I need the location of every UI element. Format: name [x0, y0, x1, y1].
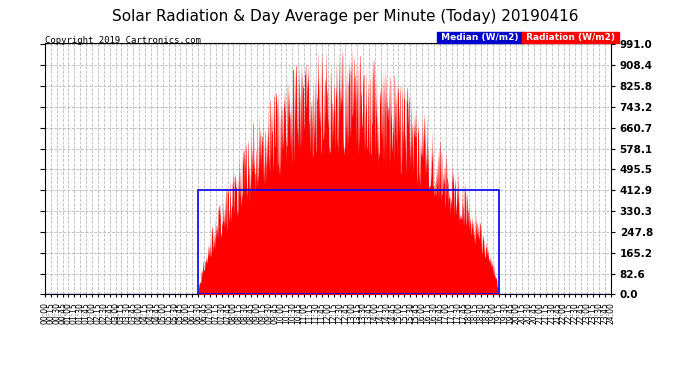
Text: Median (W/m2): Median (W/m2) [438, 33, 522, 42]
Text: Copyright 2019 Cartronics.com: Copyright 2019 Cartronics.com [45, 36, 201, 45]
Text: Radiation (W/m2): Radiation (W/m2) [523, 33, 618, 42]
Bar [198, 190, 499, 294]
Text: Solar Radiation & Day Average per Minute (Today) 20190416: Solar Radiation & Day Average per Minute… [112, 9, 578, 24]
